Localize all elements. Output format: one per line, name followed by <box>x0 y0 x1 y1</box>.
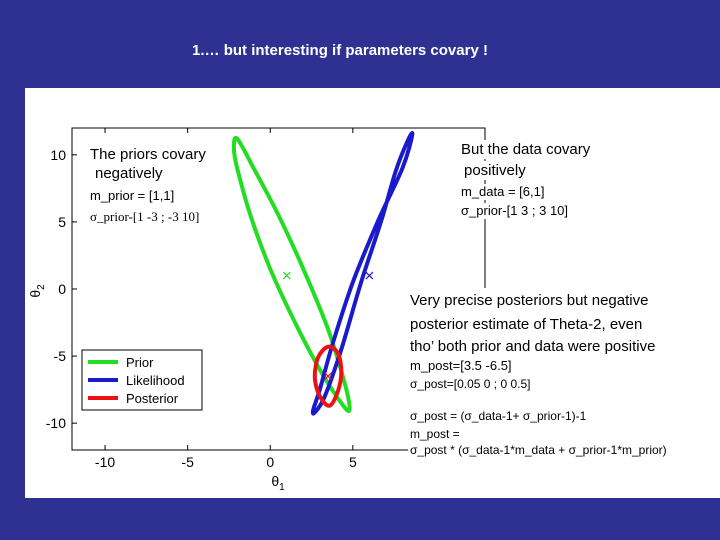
m-data-label: m_data = [6,1] <box>461 184 545 200</box>
posterior-notes-box <box>408 288 713 498</box>
posterior-note-line3: tho’ both prior and data were positive <box>410 338 656 355</box>
priors-heading-line2: negatively <box>95 164 163 183</box>
svg-text:θ2: θ2 <box>27 284 47 298</box>
svg-text:θ1: θ1 <box>271 473 285 493</box>
sigma-prior-label: σ_prior-[1 -3 ; -3 10] <box>90 209 200 225</box>
posterior-note-line1: Very precise posteriors but negative <box>410 292 649 309</box>
data-heading-line2: positively <box>464 161 526 180</box>
x-tick-label: 5 <box>349 454 357 470</box>
legend-label: Posterior <box>126 391 179 406</box>
legend-label: Prior <box>126 355 154 370</box>
y-tick-label: 5 <box>58 214 66 230</box>
priors-heading-line1: The priors covary <box>90 145 206 164</box>
likelihood-contour <box>310 131 415 416</box>
y-tick-label: -10 <box>46 415 66 431</box>
m-post-label: m_post=[3.5 -6.5] <box>410 358 512 373</box>
data-heading-line1: But the data covary <box>461 140 591 159</box>
y-tick-label: -5 <box>54 348 67 364</box>
posterior-contour <box>312 344 344 408</box>
center-marker <box>324 372 332 381</box>
x-tick-label: -5 <box>181 454 194 470</box>
sigma-post-label: σ_post=[0.05 0 ; 0 0.5] <box>410 377 531 391</box>
formula-m-post-expression: σ_post * (σ_data-1*m_data + σ_prior-1*m_… <box>410 443 667 457</box>
y-tick-label: 10 <box>50 147 66 163</box>
prior-contour <box>231 135 352 414</box>
formula-m-post: m_post = <box>410 427 460 441</box>
y-axis-label: θ2 <box>27 284 47 298</box>
posterior-note-line2: posterior estimate of Theta-2, even <box>410 316 643 333</box>
formula-sigma-post: σ_post = (σ_data-1+ σ_prior-1)-1 <box>410 409 587 423</box>
contour-plot: -10 -5 0 5 10 5 0 -5 -10 Prior Likelihood Posterio… <box>27 127 486 493</box>
x-axis-label: θ1 <box>271 473 285 493</box>
legend-label: Likelihood <box>126 373 185 388</box>
x-tick-label: 0 <box>266 454 274 470</box>
m-prior-label: m_prior = [1,1] <box>90 188 175 204</box>
center-marker <box>282 271 291 280</box>
center-marker <box>365 271 374 280</box>
figure-panel: -10 -5 0 5 10 5 0 -5 -10 Prior Likelihood Posterio… <box>25 88 720 498</box>
x-tick-label: -10 <box>95 454 115 470</box>
y-tick-label: 0 <box>58 281 66 297</box>
slide-title: 1.… but interesting if parameters covary… <box>192 42 488 59</box>
sigma-data-label: σ_prior-[1 3 ; 3 10] <box>461 203 569 219</box>
